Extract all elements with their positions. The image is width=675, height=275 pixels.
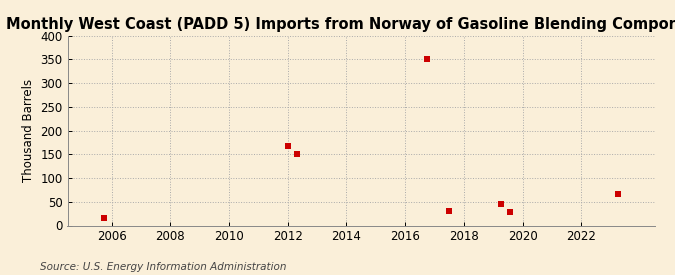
Point	[443, 209, 454, 213]
Point	[505, 210, 516, 214]
Point	[495, 202, 506, 206]
Y-axis label: Thousand Barrels: Thousand Barrels	[22, 79, 35, 182]
Point	[422, 57, 433, 62]
Point	[99, 216, 109, 221]
Point	[282, 144, 293, 148]
Point	[292, 152, 303, 156]
Point	[613, 191, 624, 196]
Text: Source: U.S. Energy Information Administration: Source: U.S. Energy Information Administ…	[40, 262, 287, 272]
Title: Monthly West Coast (PADD 5) Imports from Norway of Gasoline Blending Components: Monthly West Coast (PADD 5) Imports from…	[6, 17, 675, 32]
